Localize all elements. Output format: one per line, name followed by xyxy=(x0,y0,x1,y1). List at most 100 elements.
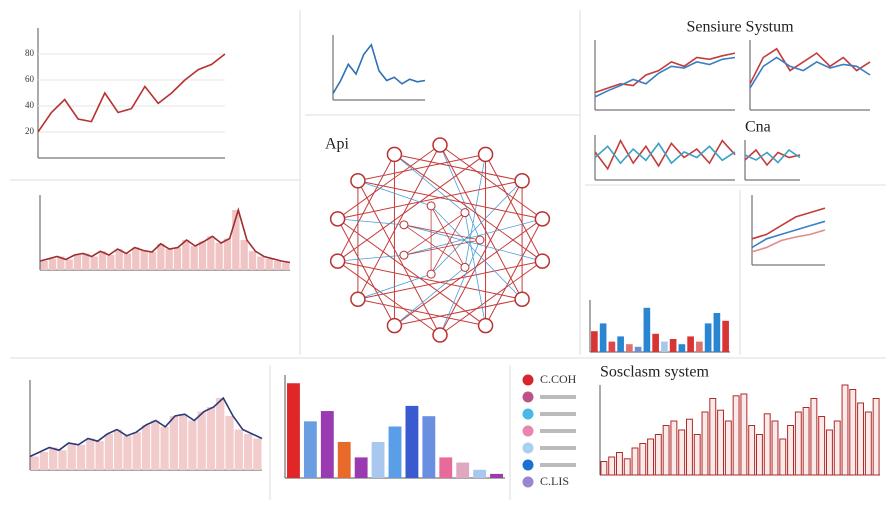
bar xyxy=(216,398,225,470)
bar xyxy=(169,416,178,470)
network-node xyxy=(477,317,494,334)
network-edge xyxy=(403,212,466,256)
network-node xyxy=(432,327,448,343)
bar xyxy=(141,425,151,470)
bar xyxy=(67,443,76,470)
line-series xyxy=(37,53,226,133)
network-edge xyxy=(337,154,486,262)
bar xyxy=(422,416,436,478)
network-edge xyxy=(403,224,543,262)
bar xyxy=(160,426,169,470)
network-edge xyxy=(337,218,486,326)
bar xyxy=(864,411,872,476)
bar xyxy=(265,258,273,270)
network-edge xyxy=(394,154,466,213)
network-edge xyxy=(464,212,486,326)
network-edge xyxy=(403,224,481,241)
bar xyxy=(693,434,701,476)
bar xyxy=(473,469,487,478)
bar xyxy=(132,247,140,270)
network-edge xyxy=(485,154,543,262)
bar xyxy=(123,253,132,270)
bar xyxy=(248,251,257,270)
bar xyxy=(591,331,598,352)
bar xyxy=(140,250,148,270)
network-edge xyxy=(394,153,523,182)
line-series xyxy=(749,47,871,85)
bar xyxy=(713,313,721,352)
bar xyxy=(287,383,300,478)
bar xyxy=(123,435,132,470)
network-node xyxy=(386,146,403,163)
bar xyxy=(717,409,725,476)
bar xyxy=(857,402,865,476)
bar xyxy=(90,256,98,270)
network-edge xyxy=(394,154,543,262)
line-series xyxy=(751,207,826,240)
bar xyxy=(337,441,351,478)
bar xyxy=(740,393,748,476)
network-node xyxy=(426,201,436,211)
network-node xyxy=(426,269,436,279)
bar xyxy=(678,429,686,476)
network-node xyxy=(477,146,494,163)
bar xyxy=(223,238,232,270)
y-tick-label: 80 xyxy=(25,48,35,58)
network-node xyxy=(399,220,409,230)
bar xyxy=(207,236,215,270)
bar xyxy=(722,320,729,352)
network-edge xyxy=(394,267,466,326)
network-edge xyxy=(357,273,432,300)
legend-placeholder xyxy=(540,463,576,467)
bar xyxy=(732,395,740,476)
line-series xyxy=(749,56,871,89)
y-tick-label: 40 xyxy=(25,100,35,110)
network-node xyxy=(350,291,366,307)
bar xyxy=(86,438,95,470)
network-edge xyxy=(394,218,543,326)
bar xyxy=(354,457,368,478)
network-edge xyxy=(403,218,543,256)
network-node xyxy=(460,262,470,272)
network-edge xyxy=(357,180,441,336)
network-edge xyxy=(357,180,543,220)
bar xyxy=(65,259,73,270)
bar xyxy=(687,336,694,352)
bar xyxy=(49,447,58,470)
bar xyxy=(257,256,265,270)
bar xyxy=(623,458,631,476)
network-edge xyxy=(439,260,543,336)
network-edge xyxy=(430,180,523,275)
bar xyxy=(82,253,90,270)
bar xyxy=(95,441,104,470)
network-edge xyxy=(337,180,523,220)
bar xyxy=(40,261,48,270)
bar xyxy=(439,457,453,478)
bar xyxy=(696,341,703,352)
network-edge xyxy=(403,239,481,256)
bar xyxy=(849,389,857,476)
panel-dividers xyxy=(10,10,886,500)
bar xyxy=(132,432,141,470)
network-node xyxy=(399,250,409,260)
network-edge xyxy=(403,224,466,268)
bar xyxy=(190,246,198,270)
bar xyxy=(615,452,623,476)
bar xyxy=(371,441,385,478)
bar xyxy=(662,425,670,476)
bar xyxy=(608,341,616,352)
bar xyxy=(198,241,207,270)
legend-label: C.COH xyxy=(540,372,577,386)
network-edge xyxy=(439,239,481,336)
bar xyxy=(173,247,182,270)
network-edge xyxy=(337,254,404,262)
bar xyxy=(794,411,802,476)
bar xyxy=(771,420,779,476)
line-series xyxy=(594,56,736,98)
network-node xyxy=(460,208,470,218)
bar xyxy=(608,456,616,476)
bar xyxy=(182,240,190,270)
bar xyxy=(634,346,642,352)
network-node xyxy=(534,211,551,227)
bar xyxy=(709,398,717,476)
